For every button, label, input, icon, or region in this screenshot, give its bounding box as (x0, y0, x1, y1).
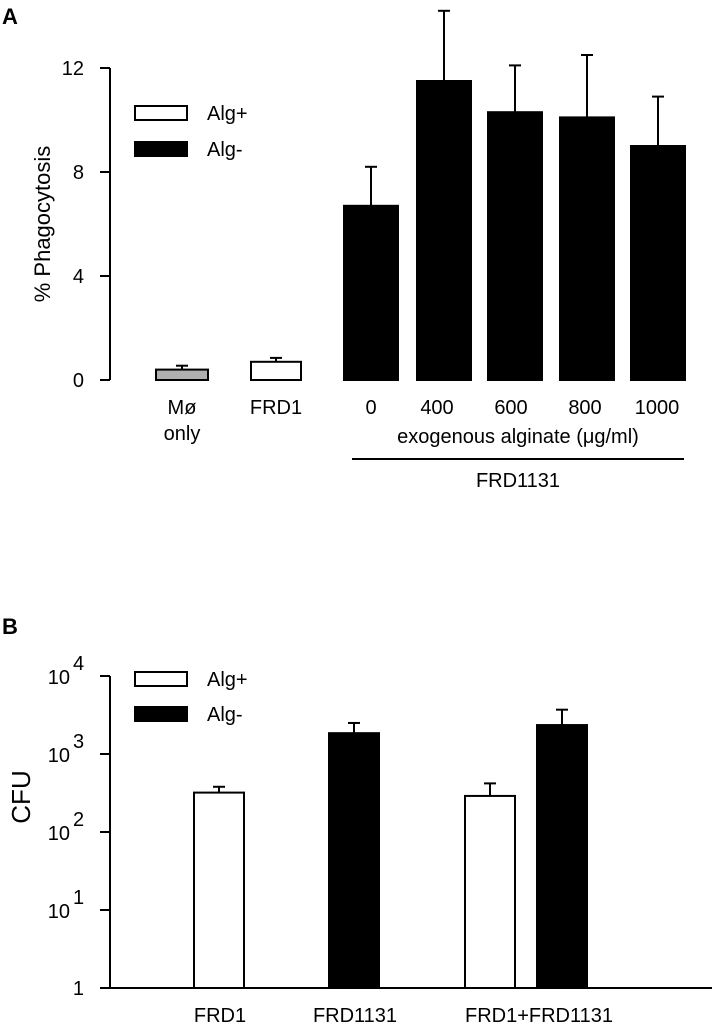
y-tick-label: 10 (48, 667, 70, 689)
panel-a-category-labels: Mø only FRD1 0 400 600 800 1000 exogenou… (164, 397, 684, 492)
category-label-alginate-400: 400 (420, 397, 453, 419)
panel-a-legend: Alg+ Alg- (134, 103, 248, 161)
category-label-frd1: FRD1 (194, 1005, 246, 1027)
panel-a-y-axis-label: % Phagocytosis (30, 146, 55, 303)
bar (343, 204, 399, 381)
y-tick-exponent: 3 (73, 731, 84, 753)
bar (630, 145, 686, 381)
panel-b-letter: B (2, 614, 18, 639)
category-label-frd1131: FRD1131 (313, 1005, 397, 1027)
y-tick-exponent: 2 (73, 809, 84, 831)
panel-a-y-ticks: 0 4 8 12 (62, 58, 110, 392)
bar (416, 80, 472, 381)
y-tick-label: 10 (48, 745, 70, 767)
legend-swatch-alg-plus (134, 105, 188, 121)
y-tick-exponent: 1 (73, 887, 84, 909)
panel-b-category-labels: FRD1 FRD1131 FRD1+FRD1131 (194, 1005, 613, 1027)
subaxis-label: exogenous alginate (μg/ml) (397, 426, 639, 448)
y-tick-label: 12 (62, 58, 84, 80)
category-label-mo: Mø (168, 397, 197, 419)
category-label-alginate-1000: 1000 (635, 397, 680, 419)
y-tick-label: 10 (48, 823, 70, 845)
panel-b-legend: Alg+ Alg- (134, 669, 248, 726)
y-tick-label: 4 (73, 266, 84, 288)
bar (155, 368, 209, 382)
panel-a-letter: A (2, 4, 18, 29)
legend-swatch-alg-minus (134, 141, 188, 157)
legend-label-alg-plus: Alg+ (207, 669, 248, 691)
legend-swatch-alg-plus (134, 671, 188, 687)
category-label-frd1: FRD1 (250, 397, 302, 419)
y-tick-exponent: 4 (73, 653, 84, 675)
category-label-alginate-800: 800 (568, 397, 601, 419)
legend-label-alg-minus: Alg- (207, 139, 243, 161)
category-label-frd1-frd1131: FRD1+FRD1131 (465, 1005, 613, 1027)
panel-b-y-axis-label: CFU (6, 770, 36, 823)
category-label-alginate-0: 0 (365, 397, 376, 419)
bar (536, 724, 588, 989)
y-tick-label: 0 (73, 370, 84, 392)
panel-a: A % Phagocytosis 0 4 8 12 Alg+ Alg- Mø only… (2, 4, 686, 492)
bar (464, 794, 516, 990)
legend-label-alg-minus: Alg- (207, 704, 243, 726)
category-label-alginate-600: 600 (494, 397, 527, 419)
bar (250, 360, 302, 381)
y-tick-label: 1 (73, 978, 84, 1000)
bar (559, 116, 615, 382)
bar (328, 732, 380, 989)
y-tick-label: 8 (73, 162, 84, 184)
panel-a-bars (155, 9, 686, 382)
legend-label-alg-plus: Alg+ (207, 103, 248, 125)
category-label-mo-only: only (164, 423, 201, 445)
bar (193, 791, 245, 990)
legend-swatch-alg-minus (134, 706, 188, 722)
bar (487, 111, 543, 381)
panel-b-bars (193, 708, 588, 990)
y-tick-label: 10 (48, 901, 70, 923)
group-label-frd1131: FRD1131 (476, 470, 560, 492)
